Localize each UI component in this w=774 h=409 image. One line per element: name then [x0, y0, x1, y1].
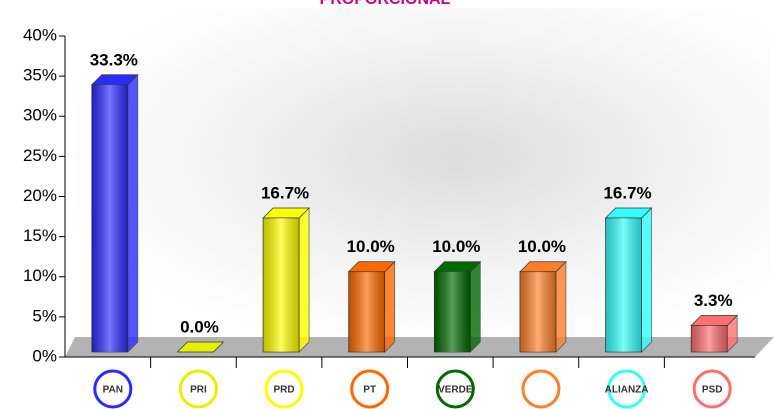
party-logo — [350, 369, 390, 409]
bar-top — [176, 341, 225, 353]
x-tick-label: PT — [363, 385, 376, 396]
bar-side — [298, 207, 310, 353]
y-tick-label: 20% — [23, 186, 57, 205]
x-tick-label: VERDE — [438, 385, 473, 396]
y-tick-label: 15% — [23, 226, 57, 245]
party-logo — [178, 369, 218, 409]
bar-side — [469, 260, 481, 353]
party-logo — [607, 369, 647, 409]
party-logo — [264, 369, 304, 409]
x-tick-label: ALIANZA — [605, 385, 649, 396]
bar-shine — [434, 271, 471, 352]
value-label: 10.0% — [347, 237, 395, 256]
party-logo — [692, 369, 732, 409]
y-tick-label: 30% — [23, 106, 57, 125]
value-label: 10.0% — [518, 237, 566, 256]
bar-shine — [91, 84, 128, 352]
bar-side — [641, 207, 652, 353]
value-label: 16.7% — [261, 183, 309, 202]
bar-shine — [348, 271, 385, 352]
bar-shine — [691, 325, 728, 352]
bar-shine — [605, 217, 642, 352]
value-label: 16.7% — [603, 183, 651, 202]
party-logo — [435, 369, 475, 409]
bar-side — [384, 260, 396, 353]
party-logo — [93, 369, 133, 409]
bar-side — [127, 73, 139, 353]
x-tick-label: PRI — [190, 385, 207, 396]
y-tick-label: 10% — [23, 266, 57, 285]
x-tick-label: PRD — [274, 385, 295, 396]
y-tick-label: 40% — [23, 25, 57, 44]
y-tick-label: 25% — [23, 146, 57, 165]
y-tick-label: 35% — [23, 66, 57, 85]
x-tick-label: PSD — [702, 385, 723, 396]
value-label: 10.0% — [432, 237, 480, 256]
x-tick-label: PAN — [103, 385, 123, 396]
chart-title: PROPORCIONAL — [320, 0, 451, 8]
bar-shine — [519, 271, 556, 352]
value-label: 33.3% — [90, 50, 138, 69]
party-logo — [521, 369, 561, 409]
plot-floor — [65, 337, 774, 357]
bar-shine — [263, 217, 300, 352]
value-label: 0.0% — [180, 317, 219, 336]
y-tick-label: 0% — [32, 346, 57, 365]
bar-side — [555, 260, 567, 353]
y-tick-label: 5% — [32, 306, 57, 325]
value-label: 3.3% — [694, 291, 733, 310]
plot-wall — [75, 8, 770, 338]
